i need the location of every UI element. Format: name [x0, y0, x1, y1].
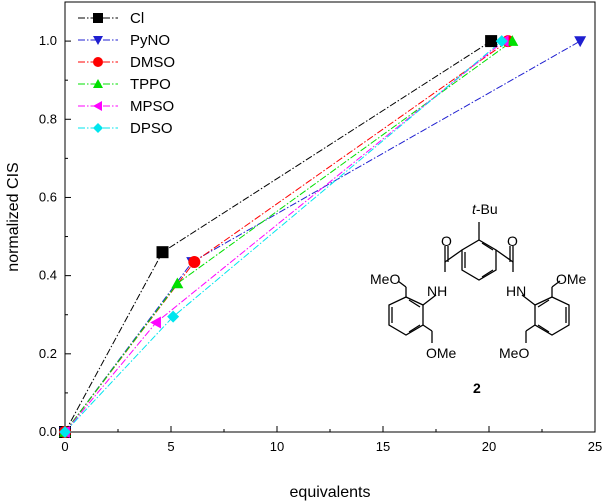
compound-number: 2	[473, 380, 481, 396]
central-ring-double-bond	[481, 269, 494, 278]
compound-2-structure	[388, 222, 570, 343]
tbu-rest: -Bu	[476, 201, 498, 217]
tbu-t: t	[472, 201, 477, 217]
left-aryl-double-bond	[408, 324, 421, 333]
legend-marker	[93, 79, 103, 88]
series-markers	[59, 35, 587, 438]
right-nh-aryl-bond	[521, 294, 536, 306]
carbonyl-o-right: O	[507, 233, 518, 249]
legend: Cl PyNO DMSO TPPO MPSO DPSO	[78, 10, 175, 137]
left-ome-bottom-bond	[422, 324, 433, 332]
data-point-dpso	[59, 426, 71, 438]
y-tick-label: 0.4	[39, 268, 57, 283]
x-tick-label: 15	[376, 439, 390, 454]
right-aryl-double-bond	[537, 324, 550, 333]
data-point-cl	[156, 246, 169, 259]
y-tick-label: 0.8	[39, 111, 57, 126]
legend-label: DMSO	[130, 54, 175, 71]
data-point-mpso	[150, 316, 161, 329]
legend-marker	[93, 57, 103, 67]
right-ome-top-bond	[551, 280, 561, 288]
x-tick-label: 10	[270, 439, 284, 454]
ome-bottom-right: MeO	[499, 345, 529, 361]
y-tick-label: 0.6	[39, 189, 57, 204]
data-point-dpso	[167, 310, 180, 323]
series-line-dpso	[64, 40, 503, 433]
data-point-dmso	[188, 255, 201, 268]
x-tick-label: 0	[61, 439, 68, 454]
ome-top-right: OMe	[556, 271, 587, 287]
ome-bottom-left: OMe	[426, 345, 457, 361]
series-line-pyno	[64, 40, 581, 433]
series-line-cl	[64, 40, 492, 433]
legend-label: MPSO	[130, 98, 174, 115]
legend-label: PyNO	[130, 32, 170, 49]
central-ring	[461, 239, 497, 281]
y-tick-label: 0.0	[39, 424, 57, 439]
nh-left: NH	[427, 283, 447, 299]
right-ome-bottom-bond	[525, 324, 536, 332]
x-axis-title: equivalents	[290, 484, 371, 501]
y-axis: 0.0 0.2 0.4 0.6 0.8 1.0	[39, 1, 71, 439]
left-aryl-double-bond	[408, 299, 421, 308]
y-tick-label: 0.2	[39, 346, 57, 361]
legend-marker	[93, 101, 102, 111]
x-tick-label: 25	[588, 439, 602, 454]
y-axis-title: normalized CIS	[5, 162, 22, 271]
left-ome-top-bond	[397, 280, 407, 288]
tbu-label: t-Bu	[472, 201, 498, 217]
legend-marker	[93, 123, 103, 133]
y-tick-label: 1.0	[39, 33, 57, 48]
nh-right: HN	[506, 283, 526, 299]
legend-marker	[93, 36, 103, 45]
central-ring-double-bond	[481, 242, 494, 251]
left-aryl-ring	[388, 296, 424, 336]
x-axis: 0 5 10 15 20 25	[61, 426, 602, 454]
x-tick-label: 20	[482, 439, 496, 454]
carbonyl-o-left: O	[441, 233, 452, 249]
ome-top-left: MeO	[370, 271, 400, 287]
data-point-dpso	[495, 35, 508, 48]
legend-label: Cl	[130, 10, 144, 27]
legend-marker	[93, 13, 103, 23]
data-point-tppo	[171, 277, 184, 289]
right-aryl-ring	[534, 296, 570, 336]
right-aryl-double-bond	[537, 299, 550, 308]
legend-label: TPPO	[130, 76, 171, 93]
data-point-cl	[485, 35, 498, 48]
left-nh-aryl-bond	[422, 294, 437, 306]
data-point-pyno	[574, 36, 587, 48]
data-point-tppo	[506, 35, 519, 46]
legend-label: DPSO	[130, 120, 173, 137]
x-tick-label: 5	[167, 439, 174, 454]
